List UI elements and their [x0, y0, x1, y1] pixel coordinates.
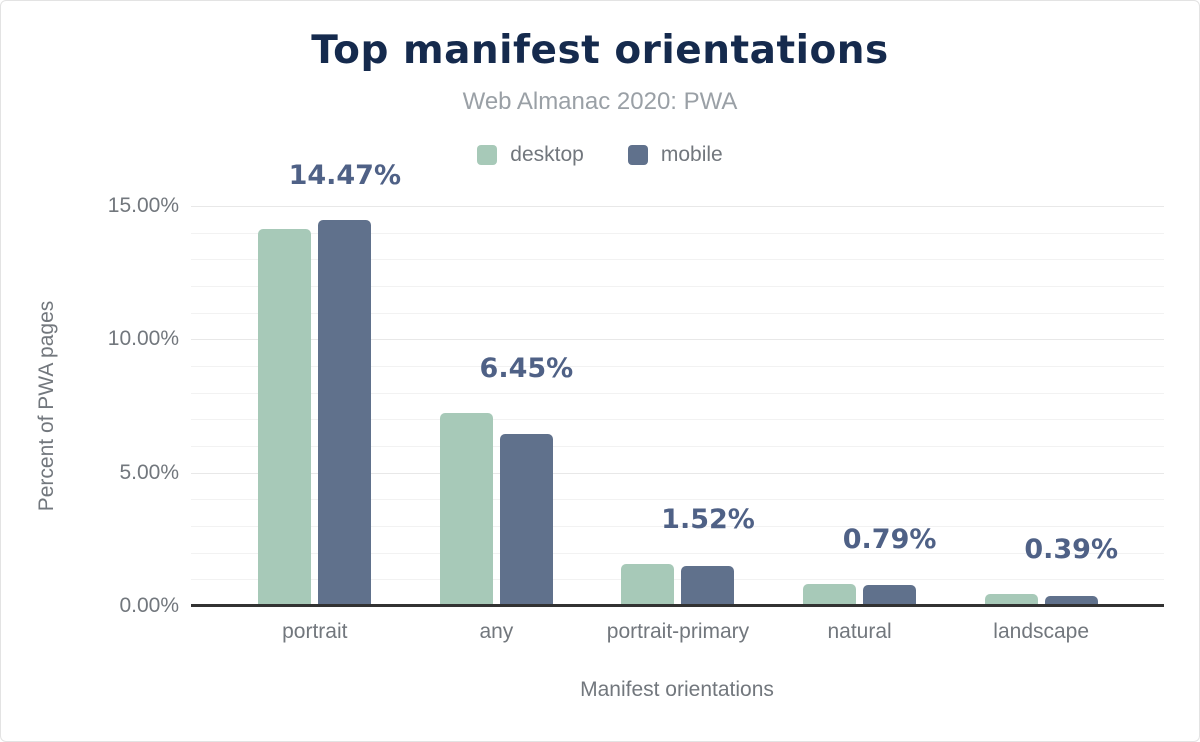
x-axis-label-portrait-primary: portrait-primary [606, 620, 750, 643]
bar-mobile-portrait-primary[interactable] [681, 565, 735, 606]
gridline-minor [191, 419, 1164, 421]
gridline-minor [191, 366, 1164, 367]
legend-item-desktop[interactable]: desktop [477, 143, 584, 167]
bar-group-landscape [984, 206, 1098, 606]
bar-desktop-any[interactable] [439, 412, 493, 606]
plot-area [191, 206, 1164, 607]
x-axis-label-landscape: landscape [993, 620, 1090, 643]
x-axis-label-natural: natural [827, 620, 892, 643]
gridline-minor [191, 579, 1164, 581]
gridline-major [191, 472, 1164, 474]
bar-desktop-portrait-primary[interactable] [621, 564, 675, 606]
x-axis-labels: portrait any portrait-primary natural landsc… [224, 618, 1132, 646]
legend-item-mobile[interactable]: mobile [627, 143, 723, 167]
bar-group-portrait-primary [621, 206, 735, 606]
gridline-minor [191, 232, 1164, 234]
desktop-swatch-icon [477, 145, 498, 165]
bar-group-any [439, 206, 553, 606]
legend: desktop mobile [1, 143, 1199, 167]
chart-title: Top manifest orientations [311, 28, 889, 73]
gridline-major [191, 206, 1164, 207]
gridline-minor [191, 526, 1164, 527]
y-axis-tick-label: 10.00% [107, 327, 179, 351]
x-axis-title: Manifest orientations [580, 678, 774, 701]
y-axis-tick-label: 15.00% [107, 194, 179, 217]
bar-value-label-portrait-primary: 1.52% [661, 504, 755, 536]
bar-value-label-any: 6.45% [479, 352, 574, 384]
bar-value-label-landscape: 0.39% [1024, 533, 1119, 565]
bar-mobile-landscape[interactable] [1044, 595, 1098, 606]
bar-mobile-any[interactable] [499, 434, 553, 606]
gridline-minor [191, 286, 1164, 287]
gridline-minor [191, 312, 1164, 314]
bar-group-portrait [258, 206, 372, 606]
gridline-minor [191, 499, 1164, 501]
x-axis-label-any: any [479, 620, 514, 643]
gridline-major [191, 339, 1164, 341]
mobile-swatch-icon [627, 145, 648, 165]
bar-value-label-natural: 0.79% [842, 524, 937, 556]
bar-desktop-portrait[interactable] [258, 228, 312, 606]
bar-groups [224, 206, 1132, 606]
bar-group-natural [803, 206, 917, 606]
bar-mobile-natural[interactable] [863, 584, 917, 606]
gridline-minor [191, 446, 1164, 447]
bar-value-label-portrait: 14.47% [288, 160, 402, 192]
y-axis-tick-label: 5.00% [119, 460, 179, 484]
bar-desktop-natural[interactable] [803, 584, 857, 606]
legend-item-mobile-label: mobile [660, 143, 723, 166]
legend-item-desktop-label: desktop [510, 143, 584, 166]
chart-subtitle: Web Almanac 2020: PWA [462, 88, 738, 115]
gridline-minor [191, 392, 1164, 394]
bar-mobile-portrait[interactable] [318, 220, 372, 606]
bar-desktop-landscape[interactable] [984, 593, 1038, 606]
x-axis-label-portrait: portrait [282, 620, 348, 643]
gridline-minor [191, 259, 1164, 261]
x-axis-baseline [191, 604, 1164, 607]
y-axis-tick-label: 0.00% [119, 594, 179, 617]
gridline-minor [191, 552, 1164, 554]
